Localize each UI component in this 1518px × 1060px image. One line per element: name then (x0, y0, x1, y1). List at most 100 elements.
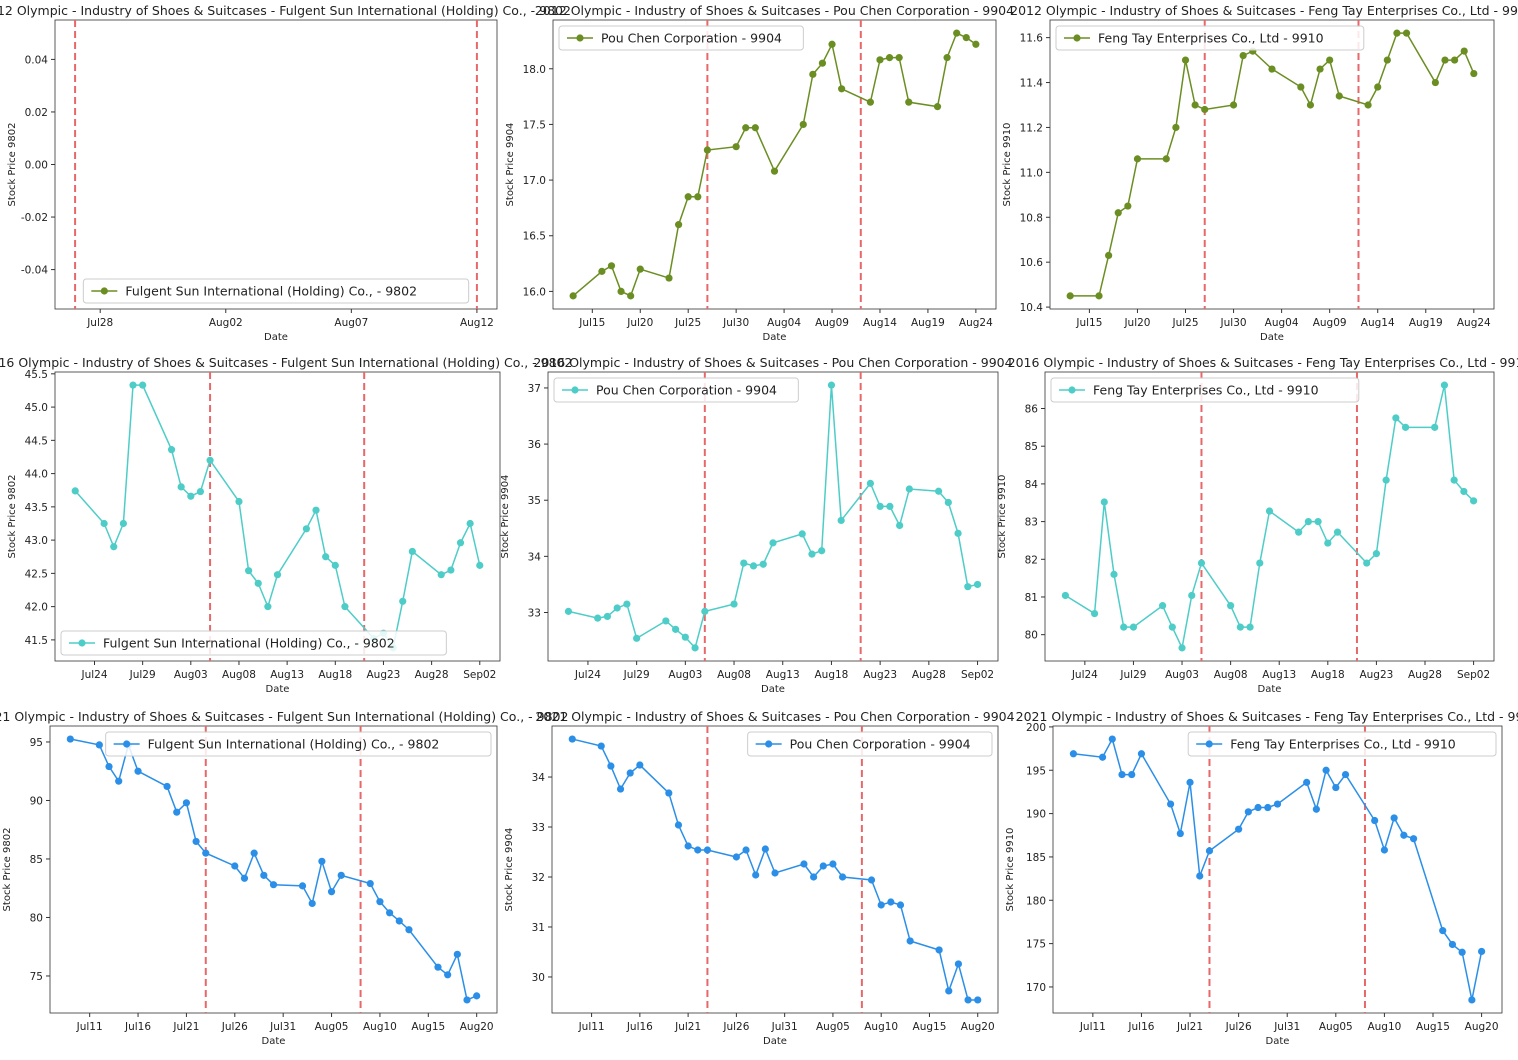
data-point (906, 937, 914, 945)
data-point (1235, 825, 1243, 833)
data-point (1448, 940, 1457, 949)
series-line (1073, 737, 1483, 1001)
y-tick-label: 80 (30, 912, 43, 924)
data-point (1409, 835, 1418, 843)
data-point (633, 634, 641, 642)
data-point (1477, 947, 1486, 956)
data-point (331, 561, 339, 569)
legend-label: Pou Chen Corporation - 9904 (790, 737, 971, 752)
data-point (318, 857, 326, 865)
x-tick-label: Jul28 (86, 317, 113, 329)
x-tick-label: Aug05 (816, 1021, 850, 1033)
x-tick-label: Aug10 (363, 1021, 397, 1033)
y-tick-label: 31 (532, 922, 545, 934)
x-tick-label: Aug19 (911, 317, 945, 329)
data-point (1137, 750, 1146, 758)
data-point (1178, 644, 1186, 652)
data-point (732, 853, 740, 861)
data-point (934, 487, 943, 495)
data-point (681, 633, 689, 641)
data-point (896, 521, 904, 530)
y-tick-label: 36 (528, 439, 542, 451)
data-point (569, 292, 577, 300)
data-point (1371, 816, 1379, 825)
legend-label: Fulgent Sun International (Holding) Co.,… (148, 737, 440, 752)
chart-title: 2012 Olympic - Industry of Shoes & Suitc… (1010, 3, 1518, 18)
x-tick-label: Aug20 (460, 1021, 494, 1033)
legend-marker (1068, 386, 1076, 394)
y-axis-label: Stock Price 9904 (504, 828, 515, 912)
x-tick-label: Jul15 (578, 317, 605, 329)
x-tick-label: Aug03 (668, 669, 702, 681)
subplot-7: 2021 Olympic - Industry of Shoes & Suitc… (0, 709, 568, 1047)
data-point (809, 70, 817, 78)
data-point (235, 497, 243, 506)
data-point (1095, 292, 1103, 300)
y-axis-label: Stock Price 9802 (2, 828, 13, 912)
data-point (945, 987, 953, 995)
series-line (74, 384, 481, 650)
data-point (818, 59, 827, 67)
y-tick-label: 16.5 (523, 231, 546, 243)
x-tick-label: Aug14 (1361, 317, 1395, 329)
data-point (1227, 602, 1235, 610)
data-point (1314, 517, 1322, 526)
data-point (1105, 251, 1113, 260)
y-axis-label: Stock Price 9910 (1005, 828, 1016, 912)
legend-box (558, 25, 804, 51)
x-tick-label: Jul24 (80, 669, 107, 681)
plot-frame (552, 19, 997, 310)
y-tick-label: 90 (30, 795, 43, 807)
data-point (607, 262, 616, 270)
x-tick-label: Aug28 (912, 669, 946, 681)
y-tick-label: 45.5 (25, 369, 48, 381)
subplot-2: 2012 Olympic - Industry of Shoes & Suitc… (505, 3, 1014, 343)
y-tick-label: 170 (1026, 982, 1046, 994)
data-point (1186, 778, 1194, 786)
y-tick-label: -0.04 (21, 265, 48, 277)
y-tick-label: 11.2 (1020, 122, 1043, 134)
legend: Fulgent Sun International (Holding) Co.,… (82, 278, 470, 304)
plot-frame (551, 725, 999, 1014)
data-point (597, 742, 605, 750)
data-point (1458, 948, 1466, 956)
x-tick-label: Aug23 (367, 669, 401, 681)
data-point (876, 56, 884, 64)
x-tick-label: Jul20 (1123, 317, 1150, 329)
chart-title: 2021 Olympic - Industry of Shoes & Suitc… (535, 709, 1014, 724)
data-point (568, 735, 576, 743)
y-tick-label: 85 (30, 854, 43, 866)
x-tick-label: Jul11 (76, 1021, 103, 1033)
data-point (749, 562, 758, 570)
chart-title: 2012 Olympic - Industry of Shoes & Suitc… (535, 3, 1014, 18)
data-point (691, 644, 699, 652)
data-point (974, 996, 982, 1004)
data-point (105, 762, 113, 771)
data-point (1468, 996, 1476, 1004)
data-point (1239, 51, 1247, 60)
plot-frame (54, 19, 498, 310)
data-point (964, 583, 972, 591)
x-tick-label: Aug28 (415, 669, 449, 681)
data-point (617, 287, 625, 296)
data-point (1383, 56, 1391, 64)
data-point (1166, 800, 1175, 808)
legend-label: Fulgent Sun International (Holding) Co.,… (103, 636, 395, 651)
data-point (829, 860, 837, 868)
data-point (935, 946, 943, 954)
data-point (139, 381, 147, 389)
x-tick-label: Jul25 (674, 317, 701, 329)
y-tick-label: 10.6 (1020, 257, 1044, 269)
x-tick-label: Jul30 (1220, 317, 1247, 329)
y-tick-label: 195 (1026, 765, 1046, 777)
data-point (453, 950, 461, 958)
plot-frame (547, 371, 999, 662)
chart-title: 2016 Olympic - Industry of Shoes & Suitc… (0, 355, 572, 370)
data-point (564, 607, 573, 615)
y-tick-label: 200 (1026, 722, 1046, 734)
data-point (799, 120, 807, 129)
x-tick-label: Jul29 (623, 669, 650, 681)
x-tick-label: Jul25 (1171, 317, 1198, 329)
data-point (1400, 831, 1408, 839)
data-point (1191, 101, 1199, 109)
